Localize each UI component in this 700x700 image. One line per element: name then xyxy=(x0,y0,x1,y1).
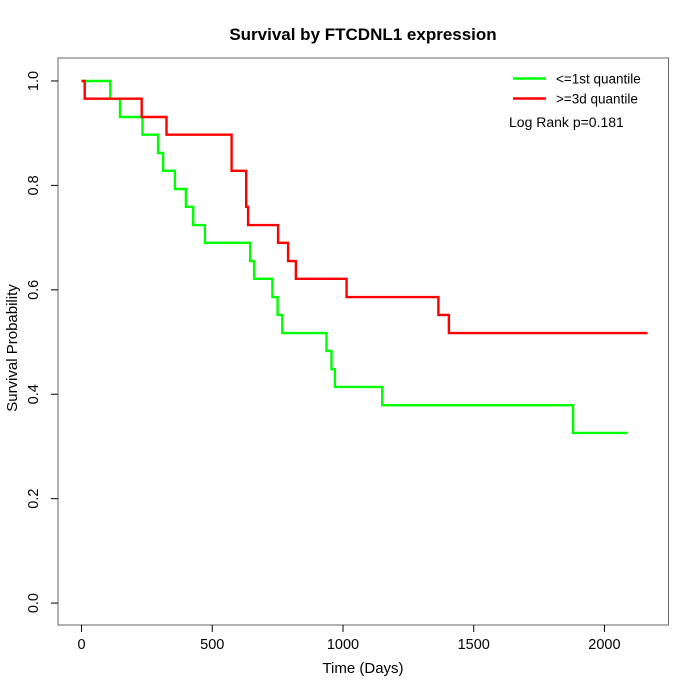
x-tick-label: 1000 xyxy=(327,637,359,653)
log-rank-annotation: Log Rank p=0.181 xyxy=(509,114,624,130)
y-tick-label: 0.0 xyxy=(26,593,42,613)
x-tick-label: 0 xyxy=(77,637,85,653)
legend-label-ge-3d-quantile: >=3d quantile xyxy=(556,92,638,107)
y-axis-title: Survival Probability xyxy=(4,284,21,412)
legend: <=1st quantile >=3d quantile xyxy=(513,72,641,107)
y-tick-label: 1.0 xyxy=(26,71,42,91)
x-tick-label: 1500 xyxy=(458,637,490,653)
plot-border-box xyxy=(57,57,669,626)
y-tick-label: 0.6 xyxy=(26,280,42,300)
y-tick-label: 0.8 xyxy=(26,175,42,195)
x-axis-title: Time (Days) xyxy=(322,660,403,677)
x-axis: 0 500 1000 1500 2000 xyxy=(77,625,621,653)
y-tick-label: 0.2 xyxy=(26,489,42,509)
x-tick-label: 500 xyxy=(200,637,224,653)
y-axis: 0.0 0.2 0.4 0.6 0.8 1.0 xyxy=(26,71,58,613)
curve-ge-3d-quantile xyxy=(81,79,648,335)
curve-le-1st-quantile xyxy=(81,79,628,435)
y-tick-label: 0.4 xyxy=(26,384,42,404)
legend-label-le-1st-quantile: <=1st quantile xyxy=(556,72,641,87)
x-tick-label: 2000 xyxy=(588,637,620,653)
chart-title: Survival by FTCDNL1 expression xyxy=(229,25,496,44)
